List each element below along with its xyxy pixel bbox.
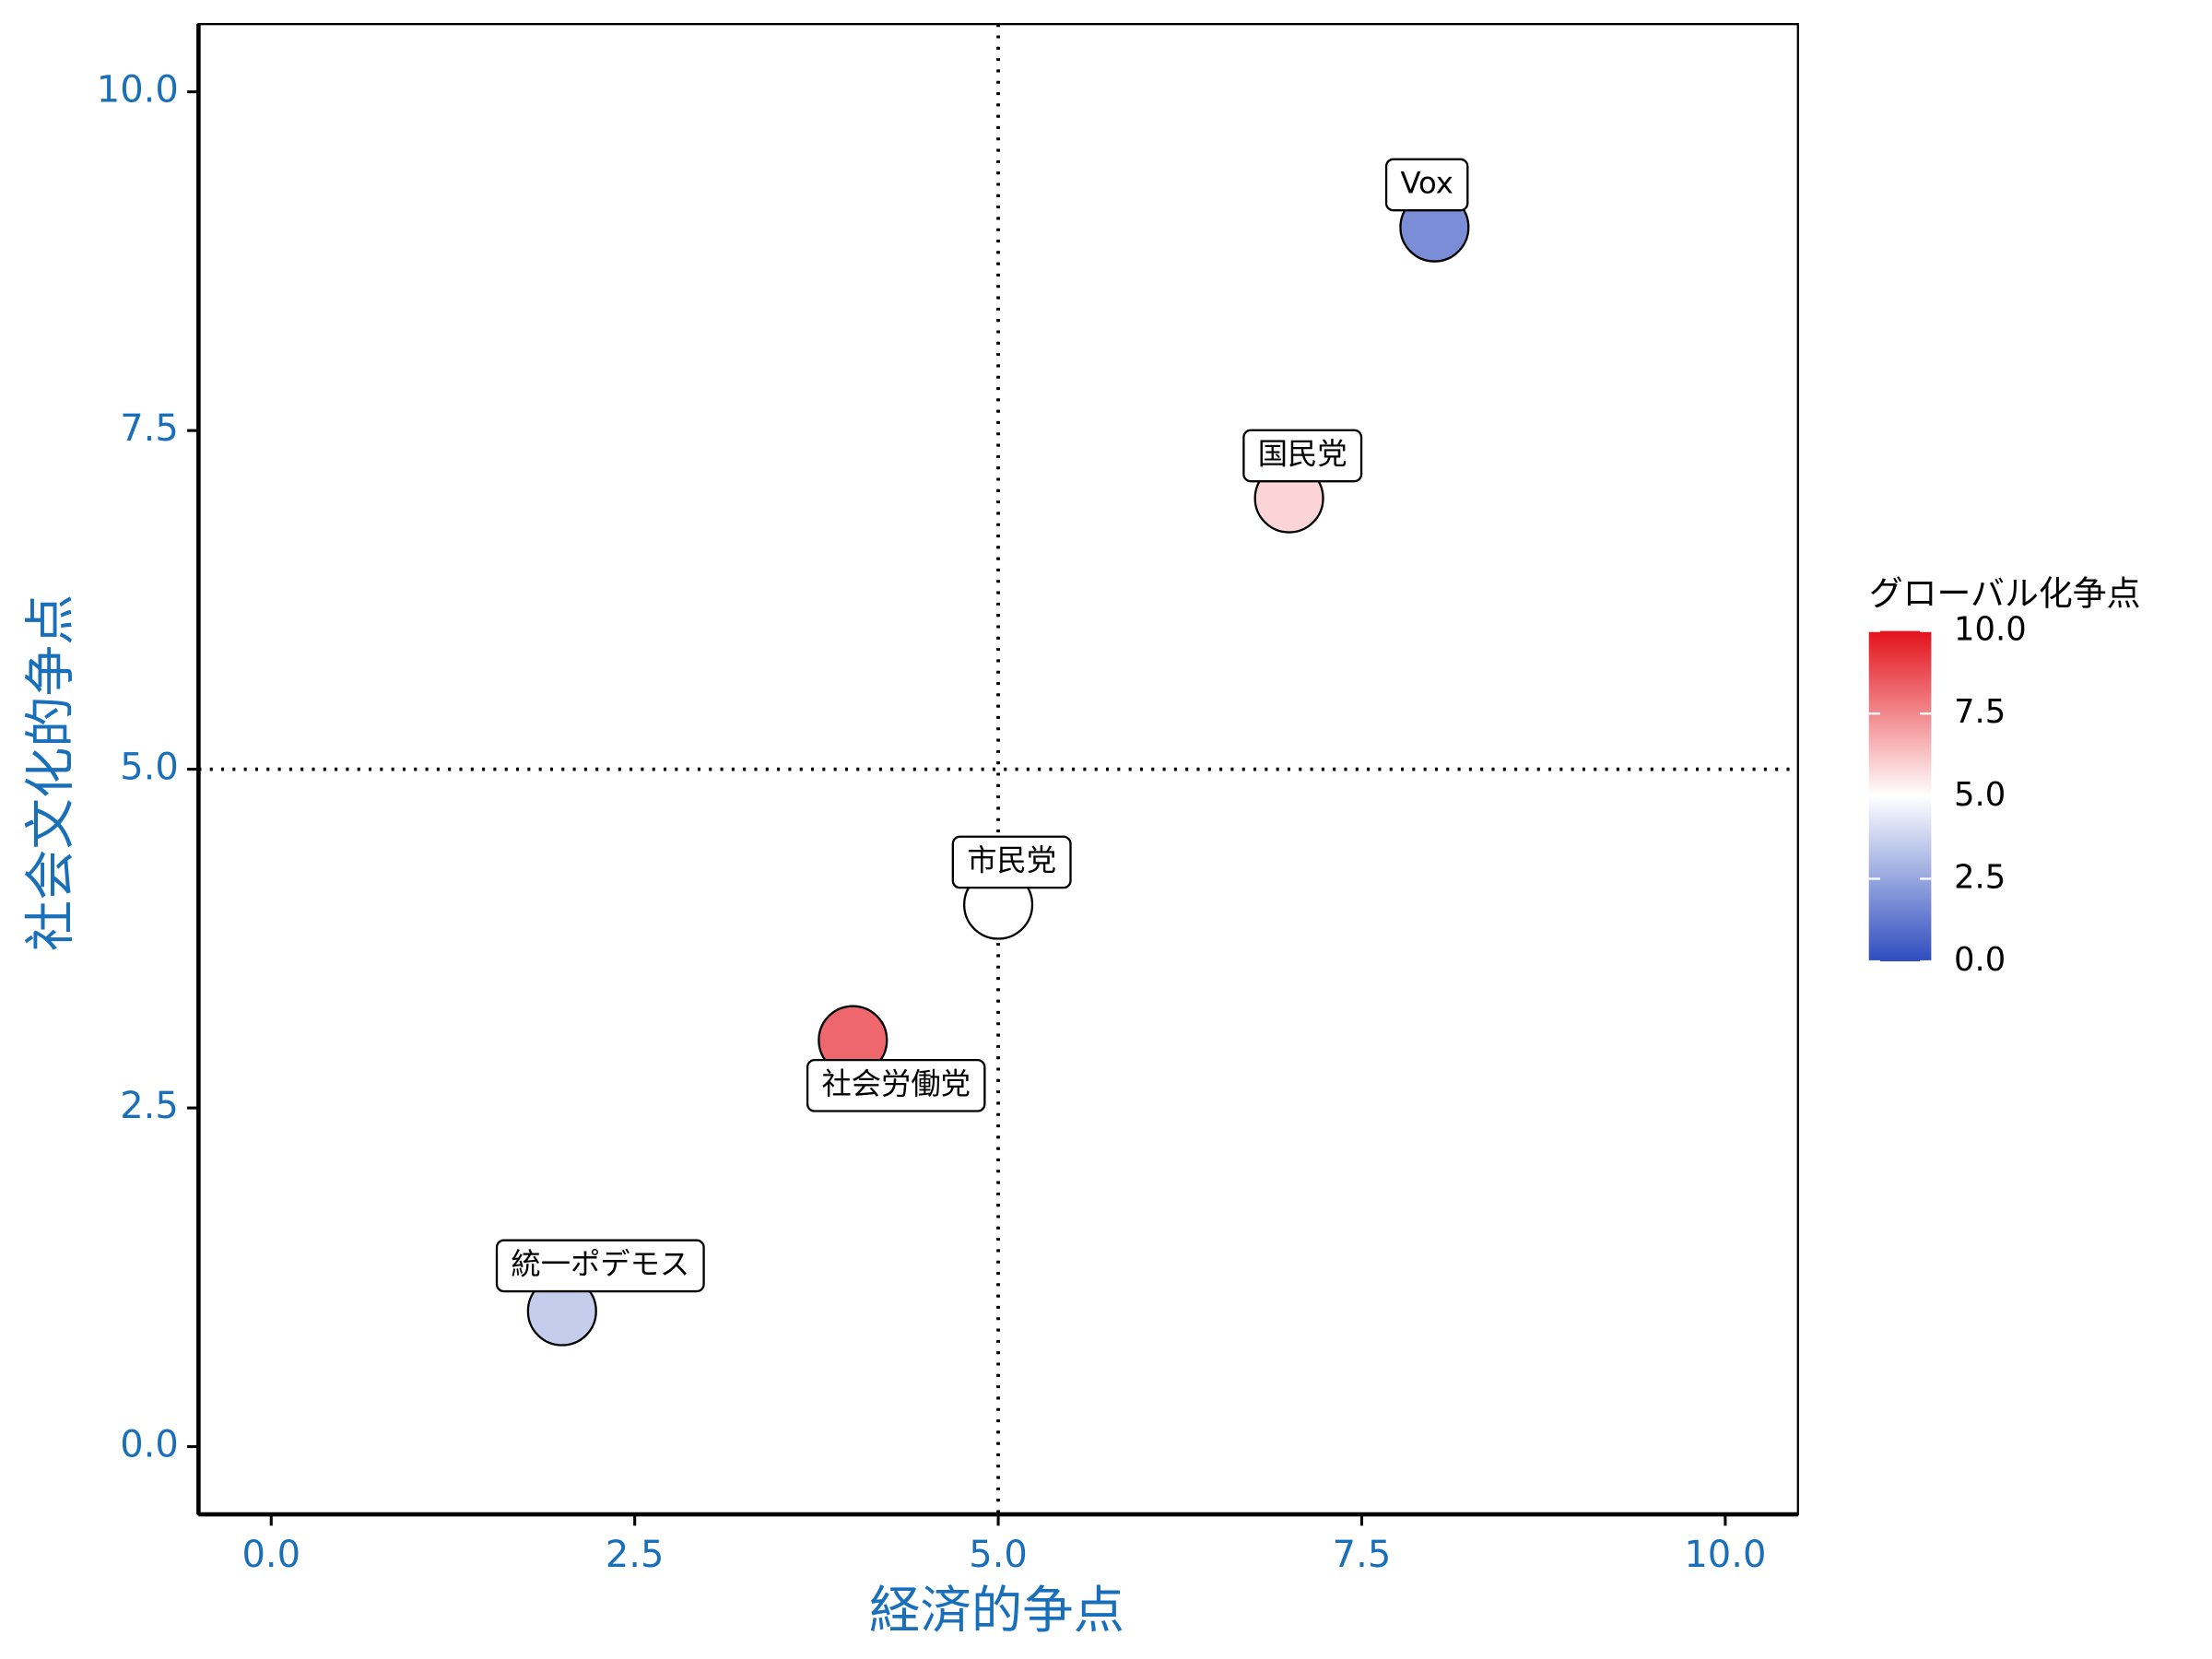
colorbar-label: 0.0	[1954, 941, 2006, 979]
label-box	[1242, 429, 1363, 483]
label-text: Vox	[1400, 165, 1453, 200]
colorbar-label: 7.5	[1954, 693, 2006, 731]
legend-title: グローバル化争点	[1869, 574, 2141, 614]
y-axis-title: 社会文化的争点	[22, 594, 81, 952]
label-box	[951, 835, 1072, 889]
colorbar-label: 2.5	[1954, 858, 2006, 896]
point-label: 市民党	[951, 835, 1072, 889]
x-tick-label: 5.0	[969, 1534, 1028, 1576]
y-tick-label: 0.0	[120, 1424, 179, 1466]
label-text: 社会労働党	[821, 1066, 971, 1101]
label-text: 市民党	[967, 842, 1056, 877]
colorbar-label: 10.0	[1954, 611, 2027, 649]
colorbar-label: 5.0	[1954, 776, 2006, 814]
label-box	[1384, 158, 1469, 212]
y-tick-label: 2.5	[120, 1085, 179, 1127]
point-label: 統一ポデモス	[495, 1239, 705, 1293]
point-label: Vox	[1384, 158, 1469, 212]
label-text: 国民党	[1258, 436, 1347, 471]
x-tick-label: 7.5	[1333, 1534, 1392, 1576]
x-tick-label: 10.0	[1684, 1534, 1766, 1576]
label-text: 統一ポデモス	[511, 1246, 689, 1281]
point-label: 国民党	[1242, 429, 1363, 483]
point-label: 社会労働党	[806, 1058, 986, 1112]
x-tick-label: 0.0	[241, 1534, 300, 1576]
y-tick-label: 10.0	[97, 69, 179, 112]
label-box	[806, 1058, 986, 1112]
x-tick-label: 2.5	[606, 1534, 665, 1576]
label-box	[495, 1239, 705, 1293]
x-axis-title: 経済的争点	[869, 1582, 1124, 1641]
y-tick-label: 5.0	[120, 747, 179, 789]
y-tick-label: 7.5	[120, 407, 179, 450]
plot-panel	[197, 23, 1799, 1516]
